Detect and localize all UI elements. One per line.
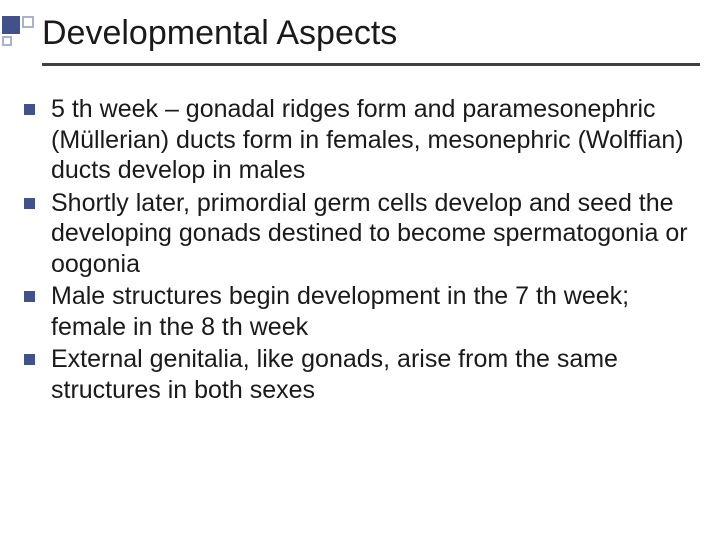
bullet-text: External genitalia, like gonads, arise f… xyxy=(51,344,690,405)
bullet-marker-icon xyxy=(24,291,35,302)
bullet-item: Shortly later, primordial germ cells dev… xyxy=(24,188,690,280)
bullet-text: 5 th week – gonadal ridges form and para… xyxy=(51,94,690,186)
slide-title: Developmental Aspects xyxy=(42,14,700,53)
bullet-marker-icon xyxy=(24,354,35,365)
title-container: Developmental Aspects xyxy=(42,14,700,66)
bullet-marker-icon xyxy=(24,104,35,115)
corner-decoration xyxy=(0,14,48,52)
bullet-item: External genitalia, like gonads, arise f… xyxy=(24,344,690,405)
bullet-item: Male structures begin development in the… xyxy=(24,281,690,342)
decoration-square-outline-bottom xyxy=(2,36,12,46)
slide-content: 5 th week – gonadal ridges form and para… xyxy=(24,94,690,405)
decoration-square-outline-top xyxy=(22,16,34,28)
bullet-item: 5 th week – gonadal ridges form and para… xyxy=(24,94,690,186)
decoration-square-filled xyxy=(2,16,20,34)
bullet-text: Male structures begin development in the… xyxy=(51,281,690,342)
bullet-text: Shortly later, primordial germ cells dev… xyxy=(51,188,690,280)
bullet-marker-icon xyxy=(24,198,35,209)
